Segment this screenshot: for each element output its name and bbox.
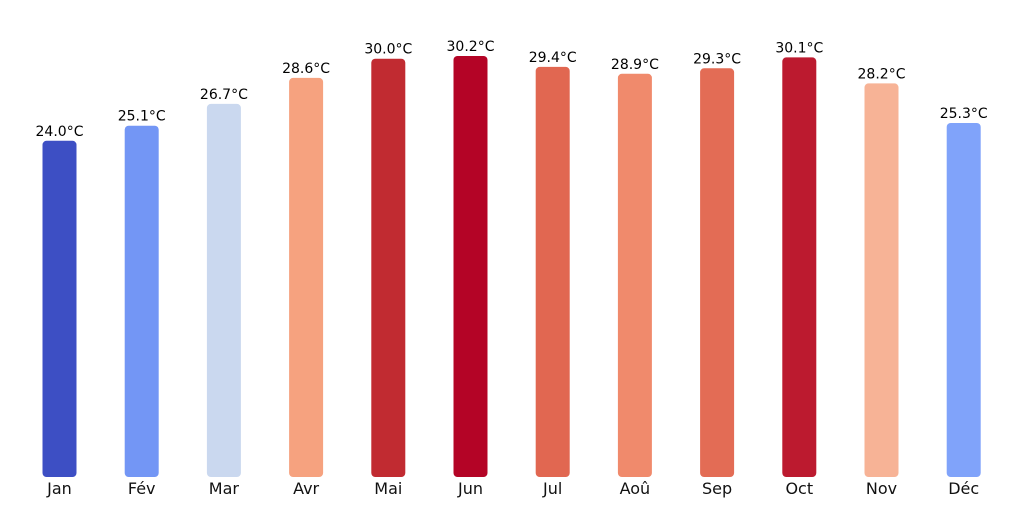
bar-8 (700, 68, 735, 478)
x-tick-label-11: Déc (948, 479, 979, 498)
value-label-10: 28.2°C (858, 66, 906, 82)
bar-11 (946, 123, 981, 477)
x-tick-label-7: Aoû (620, 479, 651, 498)
bar-5 (453, 56, 488, 477)
bar-10 (864, 83, 899, 478)
value-label-6: 29.4°C (529, 50, 577, 66)
bar-6 (535, 66, 570, 478)
bar-7 (617, 73, 652, 478)
value-label-9: 30.1°C (775, 40, 823, 56)
bar-0 (42, 140, 77, 478)
x-tick-label-10: Nov (866, 479, 897, 498)
bar-3 (289, 77, 324, 478)
x-tick-label-4: Mai (374, 479, 402, 498)
x-tick-label-8: Sep (702, 479, 732, 498)
x-tick-label-2: Mar (209, 479, 240, 498)
x-tick-label-5: Jun (457, 479, 483, 498)
x-tick-label-6: Jul (542, 479, 562, 498)
x-tick-label-1: Fév (128, 479, 156, 498)
x-tick-label-0: Jan (46, 479, 72, 498)
value-label-8: 29.3°C (693, 51, 741, 67)
value-label-4: 30.0°C (364, 42, 412, 58)
bar-2 (206, 103, 241, 478)
value-label-5: 30.2°C (447, 39, 495, 55)
value-label-3: 28.6°C (282, 61, 330, 77)
bar-1 (124, 125, 159, 477)
bar-4 (371, 58, 406, 477)
value-label-1: 25.1°C (118, 109, 166, 125)
x-tick-label-9: Oct (785, 479, 813, 498)
value-label-7: 28.9°C (611, 57, 659, 73)
value-label-2: 26.7°C (200, 87, 248, 103)
bar-9 (782, 57, 817, 478)
value-label-0: 24.0°C (36, 124, 84, 140)
x-tick-label-3: Avr (293, 479, 319, 498)
value-label-11: 25.3°C (940, 106, 988, 122)
